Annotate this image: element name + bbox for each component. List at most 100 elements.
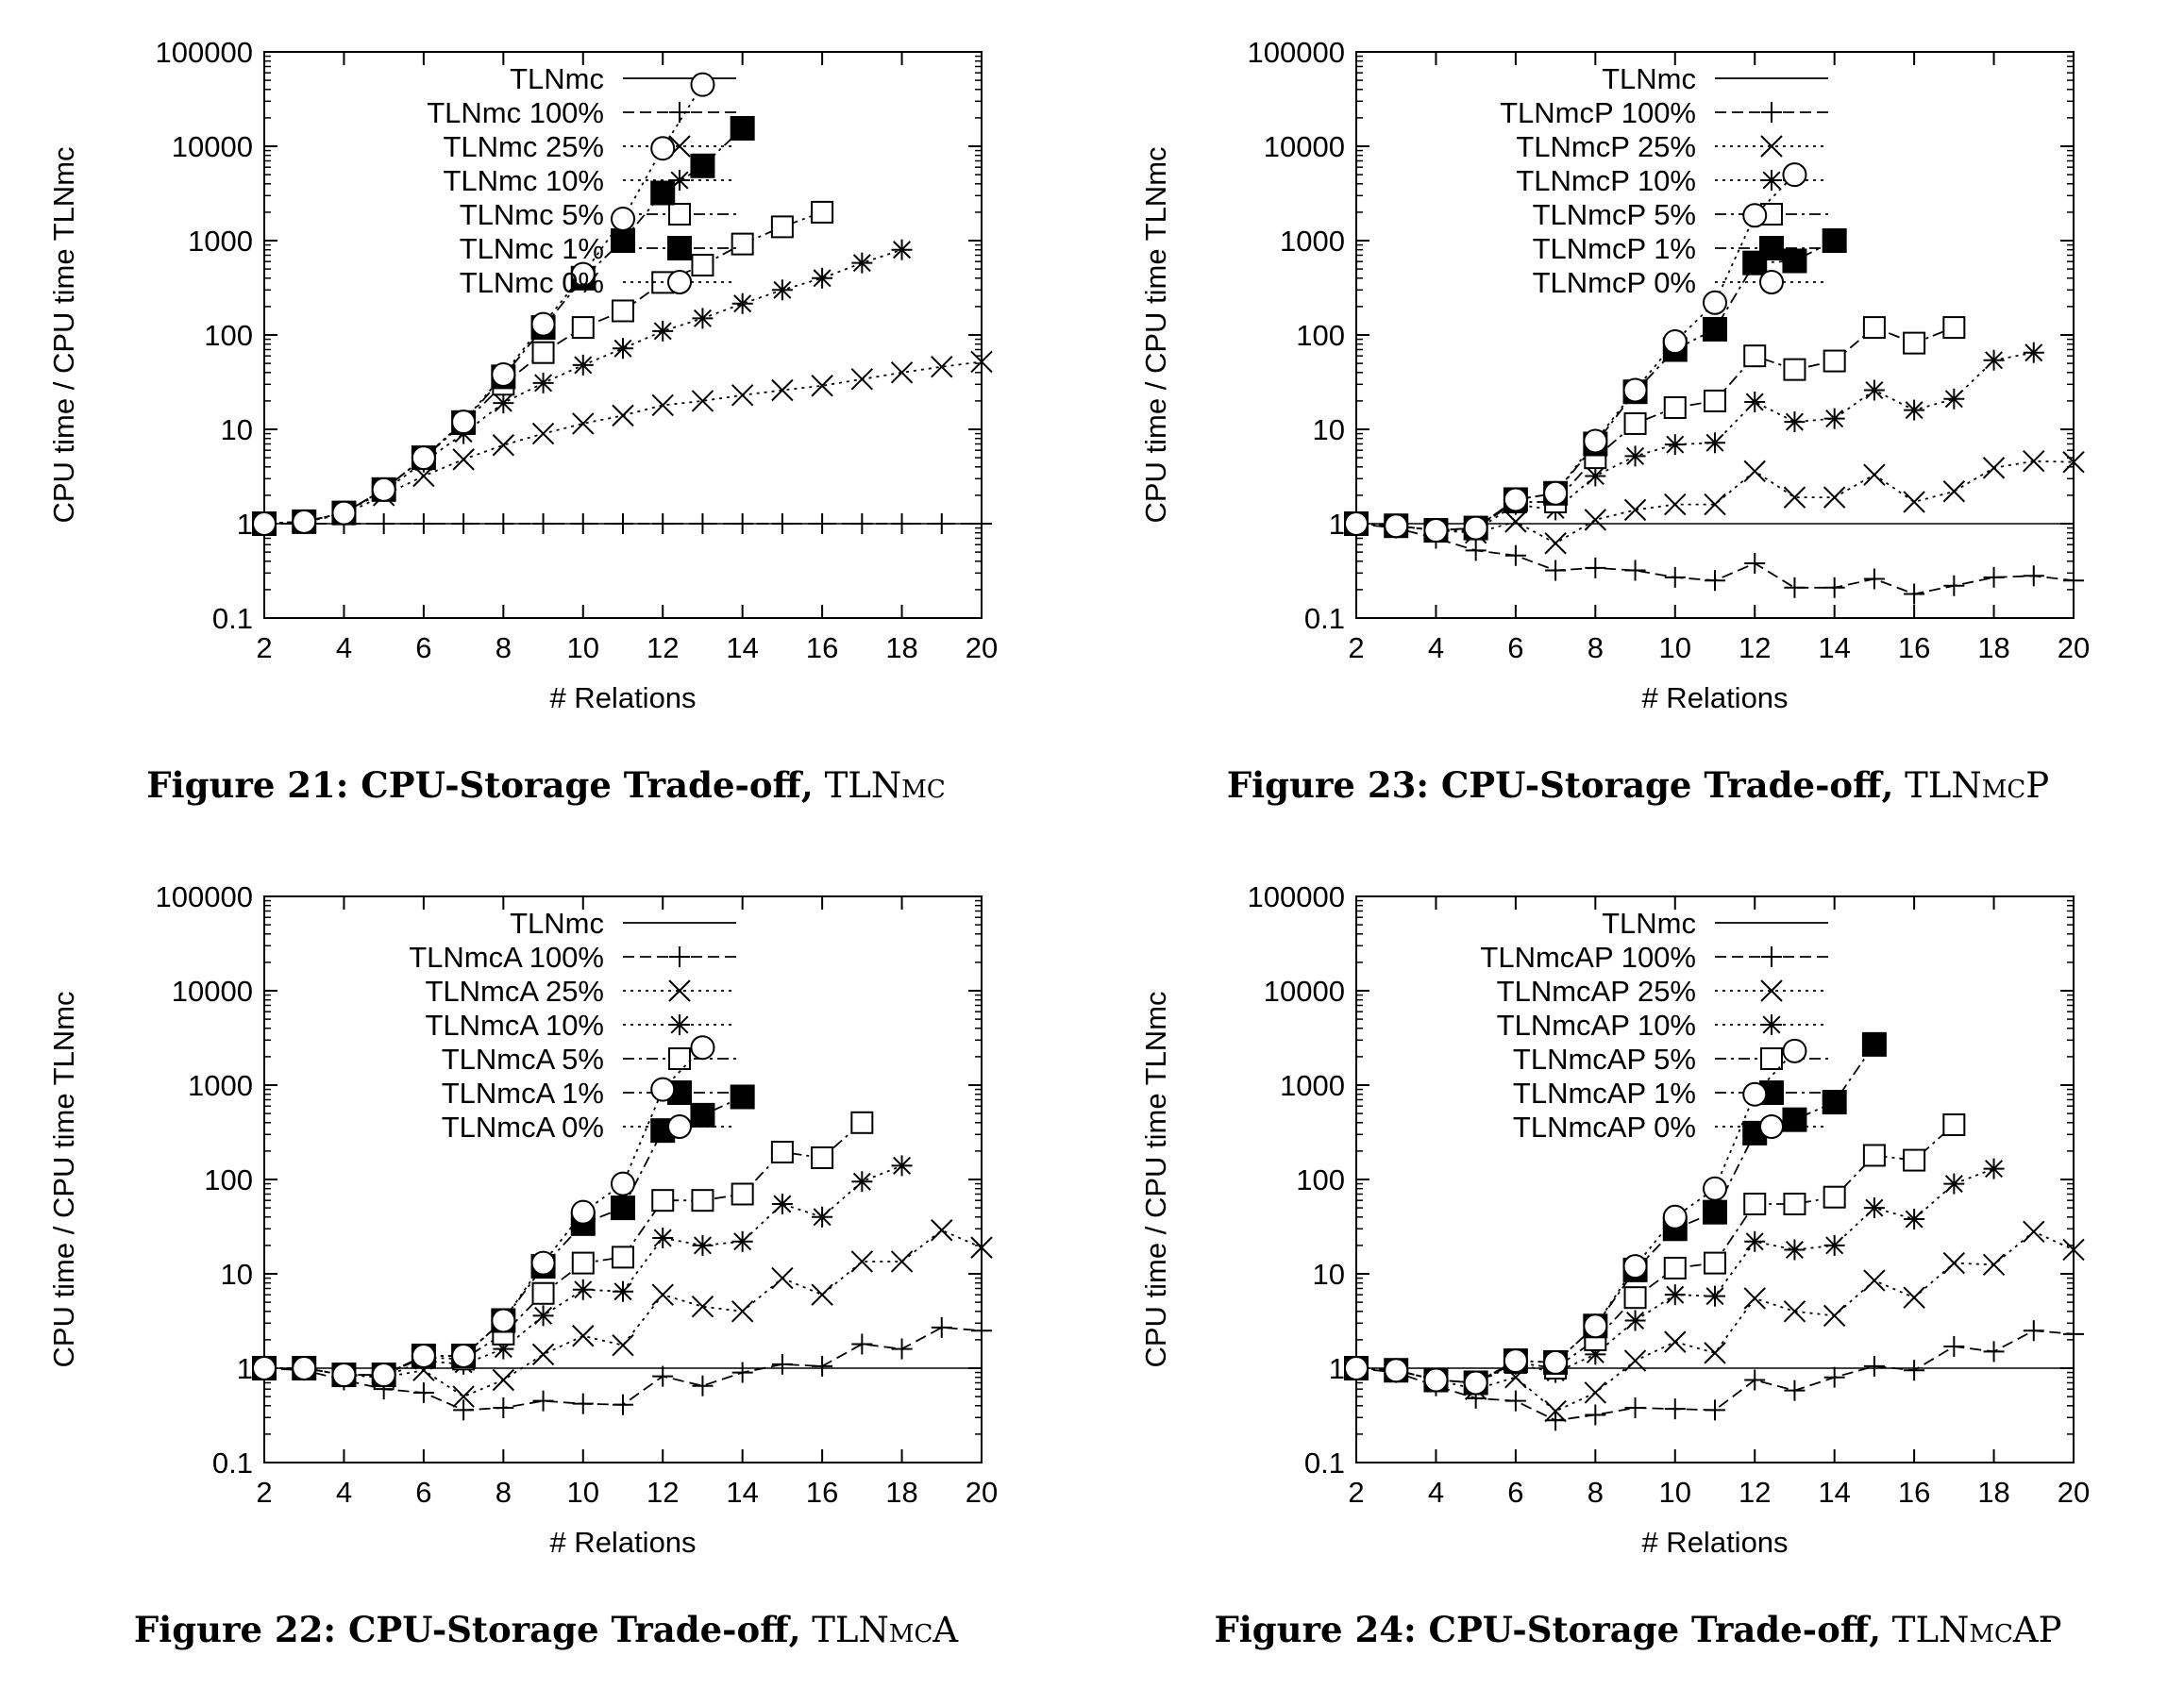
data-point	[691, 1295, 714, 1318]
data-point	[531, 1281, 555, 1305]
legend-label: TLNmc	[510, 907, 604, 940]
data-point	[1585, 465, 1606, 487]
figure-caption-label: Figure 23: CPU-Storage Trade-off,	[1226, 764, 1894, 806]
data-point	[1704, 1251, 1726, 1275]
chart-panel-fig23: 0.1 1 10 100 1000 10000 100000 2 4 6 8 10 12 14 16 18 20…	[1092, 0, 2184, 844]
figure-caption-label: Figure 21: CPU-Storage Trade-off,	[146, 764, 814, 806]
data-point	[771, 1266, 794, 1290]
data-point	[1504, 544, 1526, 566]
data-point	[412, 1381, 434, 1403]
data-point	[531, 1343, 555, 1366]
data-point	[1704, 493, 1726, 516]
data-point	[730, 115, 755, 141]
legend-label: TLNmcA 25%	[425, 975, 604, 1008]
data-point	[731, 1362, 753, 1383]
x-tick-label: 18	[1977, 631, 2009, 664]
data-point	[692, 1234, 714, 1256]
data-point	[1504, 1390, 1526, 1412]
data-point	[1942, 480, 1966, 503]
legend-label: TLNmcP 0%	[1533, 266, 1696, 299]
figure-caption-label: Figure 24: CPU-Storage Trade-off,	[1214, 1609, 1881, 1650]
data-point	[1744, 553, 1766, 575]
x-tick-label: 12	[1739, 1476, 1771, 1509]
data-point	[612, 299, 634, 323]
y-tick-label: 100	[1296, 319, 1345, 352]
data-point	[1664, 1284, 1686, 1306]
x-tick-label: 14	[726, 631, 758, 664]
y-tick-label: 1000	[1280, 1069, 1345, 1102]
legend-marker	[1759, 270, 1784, 294]
y-axis-label: CPU time / CPU time TLNmc	[47, 991, 80, 1367]
y-tick-label: 10000	[1264, 130, 1345, 163]
data-point	[1664, 493, 1687, 516]
y-tick-label: 100000	[156, 880, 253, 913]
data-point	[1783, 1192, 1806, 1215]
data-point	[530, 1250, 556, 1276]
legend-marker	[668, 203, 691, 226]
data-point	[531, 422, 555, 445]
data-point	[1943, 1173, 1965, 1195]
data-point	[1705, 570, 1725, 592]
data-point	[691, 390, 714, 412]
series	[1346, 1320, 2084, 1431]
data-point	[812, 513, 833, 534]
data-point	[1622, 377, 1648, 403]
data-point	[1863, 463, 1886, 486]
legend-marker	[1760, 979, 1783, 1002]
data-point	[1624, 445, 1646, 467]
legend-label: TLNmcA 0%	[442, 1111, 604, 1144]
data-point	[571, 1251, 595, 1275]
y-tick-label: 0.1	[212, 602, 253, 635]
data-point	[530, 311, 556, 337]
x-tick-label: 18	[885, 631, 917, 664]
data-point	[570, 261, 596, 287]
x-tick-label: 8	[496, 631, 512, 664]
data-point	[371, 477, 396, 502]
data-point	[731, 232, 754, 256]
data-point	[1703, 1199, 1727, 1225]
legend-marker	[668, 1047, 691, 1070]
data-point	[891, 1155, 913, 1177]
data-point	[652, 320, 674, 342]
data-point	[1703, 316, 1727, 342]
legend-marker	[1761, 946, 1782, 967]
data-point	[691, 253, 714, 276]
data-point	[1823, 1304, 1846, 1328]
data-point	[371, 1363, 396, 1388]
data-point	[850, 1250, 874, 1273]
data-point	[612, 404, 634, 427]
data-point	[1623, 411, 1647, 435]
data-point	[770, 1140, 794, 1163]
data-point	[1903, 331, 1926, 355]
x-axis-label: # Relations	[1641, 1526, 1788, 1559]
data-point	[771, 378, 794, 402]
data-point	[532, 1390, 554, 1412]
legend-marker	[669, 1014, 690, 1035]
data-point	[1983, 1158, 2005, 1179]
data-point	[690, 1102, 715, 1128]
data-point	[1782, 248, 1807, 274]
data-point	[931, 513, 952, 534]
legend-marker	[1759, 1114, 1784, 1139]
data-point	[1664, 1398, 1686, 1420]
data-point	[1664, 1330, 1687, 1353]
data-point	[1463, 515, 1488, 541]
data-point	[1543, 480, 1569, 506]
data-point	[532, 372, 554, 393]
data-point	[1823, 349, 1846, 373]
data-point	[1863, 1355, 1885, 1377]
data-point	[1863, 1197, 1885, 1219]
data-point	[770, 215, 794, 239]
data-point	[1584, 1381, 1607, 1404]
data-point	[1942, 316, 1966, 340]
legend-label: TLNmcAP 5%	[1513, 1043, 1696, 1076]
data-point	[731, 513, 753, 534]
data-point	[451, 410, 477, 435]
data-point	[731, 293, 753, 314]
x-tick-label: 10	[1659, 1476, 1691, 1509]
legend-marker	[1759, 236, 1784, 260]
x-tick-label: 4	[1428, 631, 1444, 664]
legend-marker	[1761, 1014, 1782, 1035]
data-point	[1782, 1107, 1807, 1132]
x-tick-label: 6	[1507, 1476, 1523, 1509]
